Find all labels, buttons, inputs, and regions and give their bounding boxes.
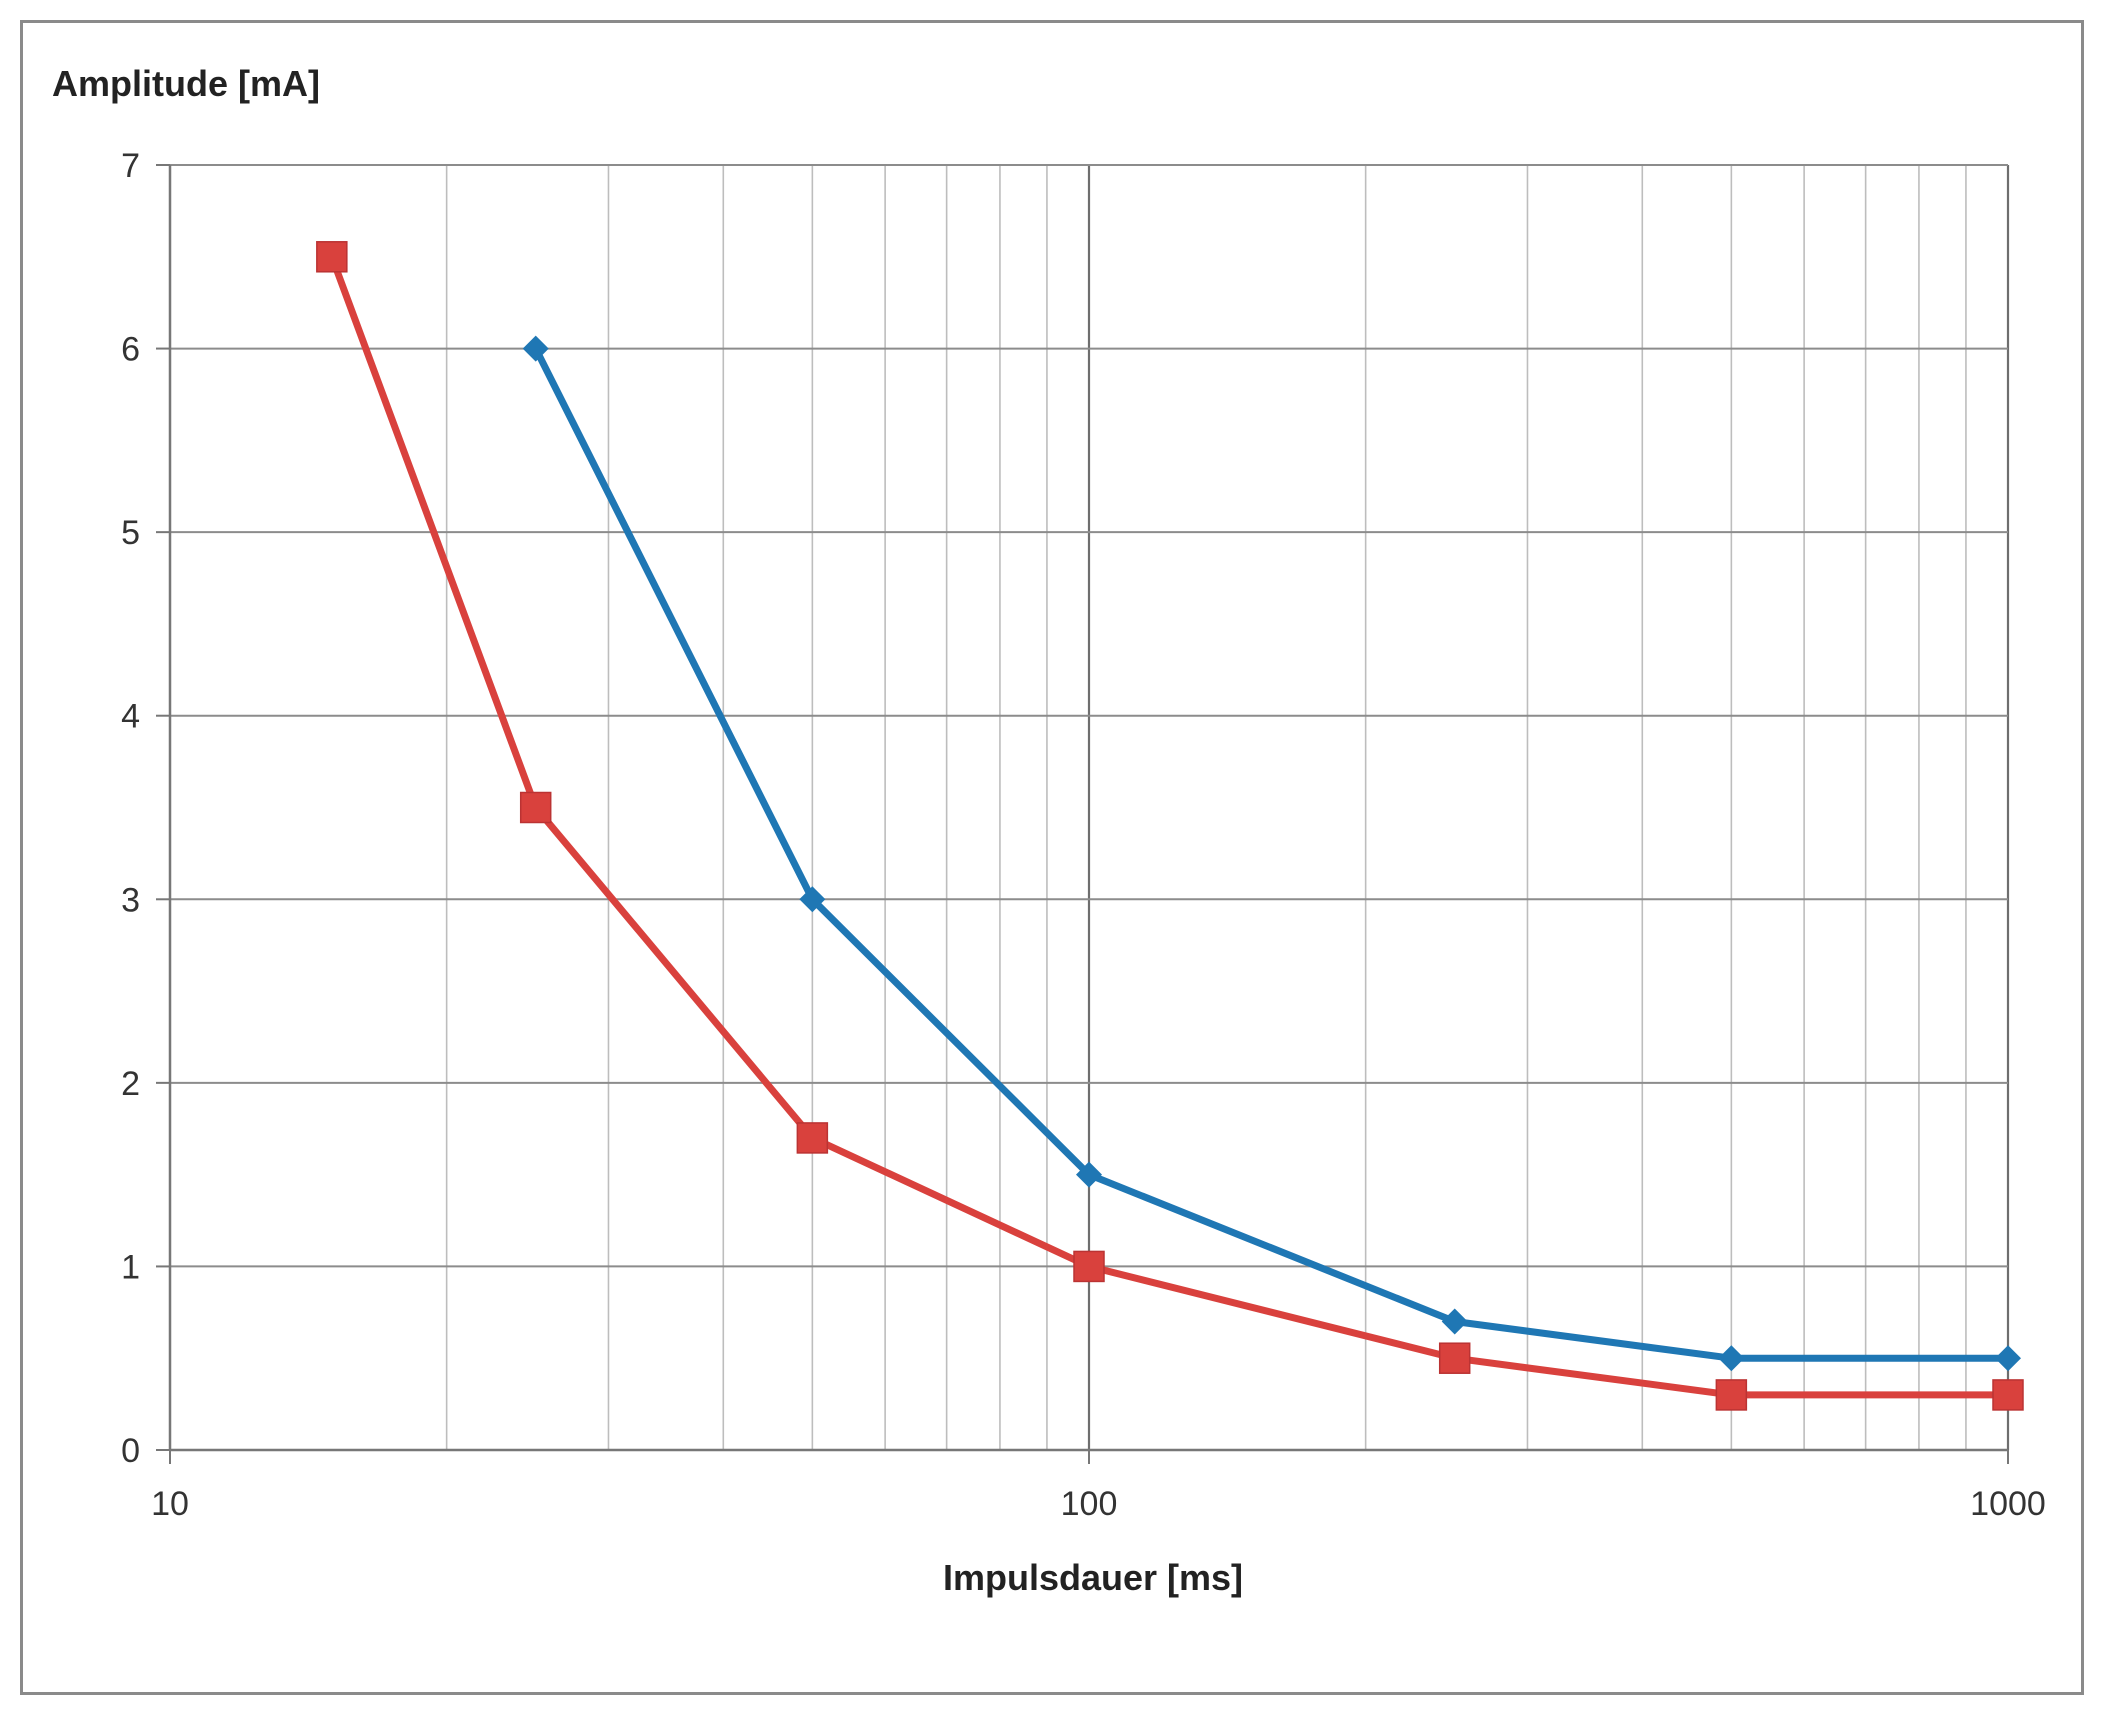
series-1-line (532, 345, 2012, 1362)
y-tick-label: 5 (121, 514, 140, 552)
series-2-marker (316, 241, 348, 273)
x-tick-label: 100 (1061, 1485, 1118, 1523)
y-tick-label: 3 (121, 881, 140, 919)
x-axis-label: Impulsdauer [ms] (943, 1557, 1243, 1598)
series-2-line (328, 253, 2012, 1399)
y-tick-label: 2 (121, 1065, 140, 1103)
series-1-marker (1076, 1161, 1102, 1188)
chart-frame (20, 20, 2084, 1695)
y-tick-label: 0 (121, 1432, 140, 1470)
series-1-marker (1441, 1308, 1468, 1335)
y-tick-label: 4 (121, 698, 140, 736)
series-group (316, 241, 2024, 1411)
x-tick-label: 1000 (1970, 1485, 2046, 1523)
tick-labels: 0 1 2 3 4 5 6 7 10 100 1000 (121, 147, 2046, 1523)
series-1-marker (522, 335, 549, 362)
axes (156, 164, 2009, 1464)
series-2-marker (1073, 1250, 1105, 1283)
series-2-marker (796, 1122, 829, 1154)
x-tick-label: 10 (151, 1485, 189, 1523)
y-tick-label: 7 (121, 147, 140, 185)
y-axis-label: Amplitude [mA] (52, 63, 320, 104)
series-2-marker (1715, 1379, 1748, 1411)
series-1-marker (799, 886, 826, 913)
series-2-marker (1438, 1342, 1471, 1374)
y-tick-label: 6 (121, 331, 140, 369)
series-2-marker (1992, 1379, 2024, 1411)
series-1-marker (1995, 1345, 2021, 1372)
series-1-marker (1718, 1345, 1745, 1372)
series-2-marker (519, 791, 552, 824)
y-tick-label: 1 (121, 1248, 140, 1286)
